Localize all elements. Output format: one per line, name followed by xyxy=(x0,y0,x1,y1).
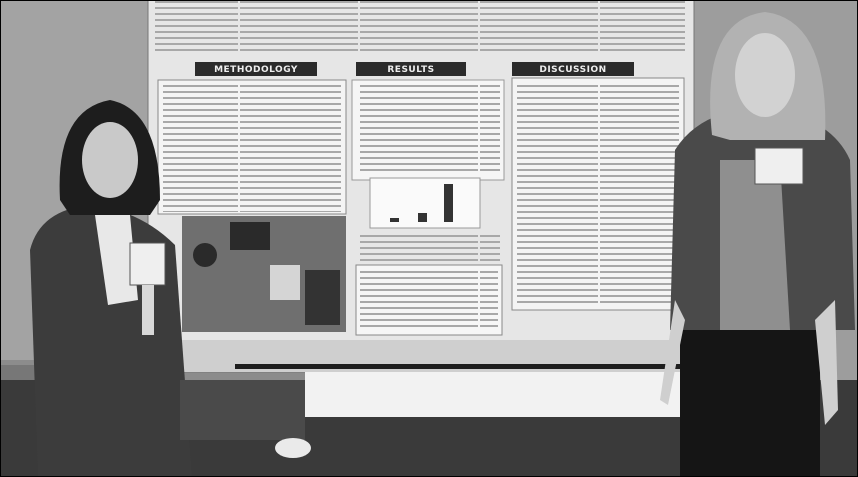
results-table-text xyxy=(360,270,498,330)
chart-bar xyxy=(390,218,399,222)
heading-box xyxy=(195,62,317,76)
table-skirt xyxy=(305,372,685,417)
laptop xyxy=(270,265,300,300)
sneaker xyxy=(275,438,311,458)
right-arm xyxy=(815,300,838,425)
seated-legs xyxy=(180,380,305,440)
board-rail xyxy=(235,364,695,369)
section-heading: METHODOLOGY xyxy=(214,65,298,75)
left-shirt xyxy=(95,215,138,305)
chart-bar xyxy=(444,184,453,222)
results-text xyxy=(358,84,500,174)
screen xyxy=(305,270,340,325)
left-badge xyxy=(129,242,166,286)
right-face xyxy=(735,33,795,117)
heading-box xyxy=(512,62,634,76)
right-arm xyxy=(660,300,685,405)
left-ribbon xyxy=(142,285,154,335)
right-top xyxy=(720,160,790,330)
results-caption xyxy=(360,235,500,263)
chart-bar xyxy=(418,213,427,222)
discussion-text xyxy=(517,82,679,306)
right-badge xyxy=(754,147,804,185)
right-pants xyxy=(680,330,820,477)
person-head xyxy=(193,243,217,267)
methods-text xyxy=(163,84,341,212)
section-heading: DISCUSSION xyxy=(539,65,606,75)
section-heading: RESULTS xyxy=(387,65,434,75)
left-face xyxy=(82,122,138,198)
poster-intro xyxy=(155,0,685,52)
monitor xyxy=(230,222,270,250)
heading-box xyxy=(356,62,466,76)
